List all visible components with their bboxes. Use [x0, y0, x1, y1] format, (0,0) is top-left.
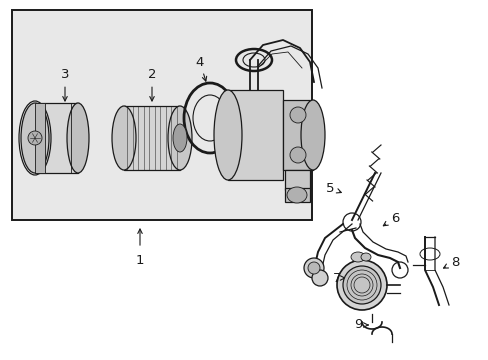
Ellipse shape [307, 262, 319, 274]
Ellipse shape [304, 258, 324, 278]
Text: 6: 6 [383, 211, 398, 226]
Bar [285, 188, 309, 202]
Ellipse shape [286, 187, 306, 203]
Bar [35, 103, 45, 173]
Text: 5: 5 [325, 181, 341, 194]
Ellipse shape [336, 260, 386, 310]
Ellipse shape [21, 103, 49, 173]
Ellipse shape [301, 100, 325, 170]
Bar [12, 10, 311, 220]
Ellipse shape [289, 107, 305, 123]
Text: 7: 7 [332, 271, 344, 284]
Bar [35, 103, 78, 173]
Ellipse shape [28, 131, 42, 145]
Ellipse shape [350, 252, 364, 262]
Ellipse shape [173, 124, 186, 152]
Ellipse shape [193, 95, 226, 141]
Ellipse shape [311, 270, 327, 286]
Text: 9: 9 [353, 319, 367, 332]
Bar [283, 100, 312, 170]
Text: 1: 1 [136, 253, 144, 266]
Ellipse shape [67, 103, 89, 173]
Text: 3: 3 [61, 68, 69, 101]
Ellipse shape [342, 266, 380, 304]
Bar [285, 170, 309, 190]
Bar [227, 90, 283, 180]
Text: 8: 8 [443, 256, 458, 269]
Ellipse shape [112, 106, 136, 170]
Text: 4: 4 [195, 55, 206, 81]
Ellipse shape [289, 147, 305, 163]
Ellipse shape [214, 90, 242, 180]
Ellipse shape [168, 106, 192, 170]
Text: 2: 2 [147, 68, 156, 101]
Ellipse shape [360, 253, 370, 261]
Bar [124, 106, 180, 170]
